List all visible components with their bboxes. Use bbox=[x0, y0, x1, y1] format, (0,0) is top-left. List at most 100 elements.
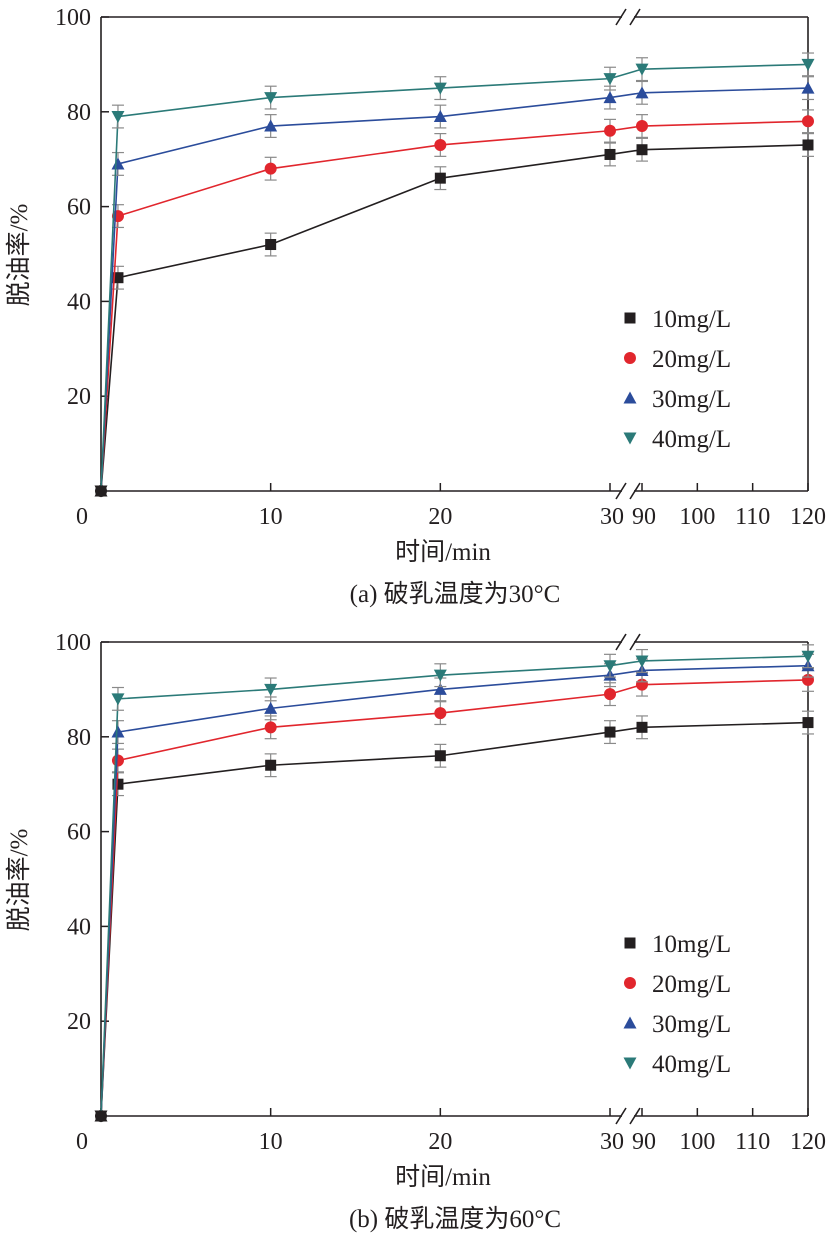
chart-a-series-4-point bbox=[801, 58, 815, 71]
chart-b-legend-marker-2 bbox=[624, 977, 636, 989]
chart-b-legend-marker-3 bbox=[623, 1016, 637, 1029]
chart-a-series-1-point bbox=[112, 272, 124, 284]
chart-b-series-1-point bbox=[802, 717, 814, 729]
chart-a-series-4-point bbox=[111, 111, 125, 124]
chart-b-series-4 bbox=[94, 644, 815, 1123]
chart-a-series-2-point bbox=[802, 115, 814, 128]
chart-b-series-3-point bbox=[111, 725, 125, 738]
chart-b-x-tick-label: 10 bbox=[259, 1129, 283, 1155]
chart-a-y-tick-label: 60 bbox=[67, 195, 91, 221]
chart-b-series-1-point bbox=[636, 721, 648, 733]
chart-a-axis-break-mark bbox=[615, 482, 627, 500]
chart-b-x-tick-label: 90 bbox=[632, 1129, 656, 1155]
chart-a-series-3-point bbox=[433, 110, 447, 123]
chart-b-legend-marker-4 bbox=[623, 1057, 637, 1070]
chart-a-x-axis-title: 时间/min bbox=[395, 538, 491, 566]
chart-b-x-tick-label: 100 bbox=[679, 1129, 715, 1155]
chart-a-series-4-point bbox=[94, 485, 108, 498]
chart-a-series-4-point bbox=[635, 63, 649, 76]
chart-a-series-2-point bbox=[434, 138, 447, 151]
chart-b-legend-label-3: 30mg/L bbox=[652, 1011, 731, 1038]
chart-a-axis-break-mark bbox=[629, 8, 641, 26]
chart-panel-a: 20 40 60 80 100 0 10 20 30 90 100 110 120 时间/min 脱油率/%… bbox=[0, 0, 834, 620]
chart-a-series-3-point bbox=[801, 81, 815, 94]
chart-b-x-axis-title: 时间/min bbox=[395, 1163, 491, 1191]
chart-a-series-4-point bbox=[264, 92, 278, 105]
chart-a-axis-break-mark bbox=[615, 8, 627, 26]
chart-b-series-2-point bbox=[264, 721, 277, 734]
chart-b-series-1-point bbox=[112, 778, 124, 790]
chart-a-legend-label-2: 20mg/L bbox=[652, 346, 731, 373]
chart-a-x-tick-label: 90 bbox=[632, 504, 656, 530]
chart-a-x-tick-label: 30 bbox=[600, 504, 624, 530]
chart-b-y-axis-title: 脱油率/% bbox=[5, 829, 33, 932]
chart-panel-b: 20 40 60 80 100 0 10 20 30 90 100 110 120 时间/min 脱油率/%… bbox=[0, 625, 834, 1245]
chart-a-x-tick-label: 10 bbox=[259, 504, 283, 530]
chart-b-legend-label-1: 10mg/L bbox=[652, 931, 731, 958]
chart-b-series-4-point bbox=[603, 660, 617, 673]
chart-a-legend-marker-3 bbox=[623, 391, 637, 404]
chart-b-y-tick-label: 80 bbox=[67, 725, 91, 751]
chart-a-legend-marker-4 bbox=[623, 432, 637, 445]
chart-a-series-4-point bbox=[433, 82, 447, 95]
chart-a-series-2-point bbox=[636, 120, 648, 133]
chart-b-caption: (b) 破乳温度为60°C bbox=[349, 1205, 561, 1233]
chart-a-y-tick-label: 40 bbox=[67, 289, 91, 315]
chart-a-axis-break-mark bbox=[629, 482, 641, 500]
chart-a-series-1-point bbox=[434, 172, 446, 184]
chart-b-axis-break-mark bbox=[629, 1107, 641, 1125]
chart-b-series-2-point bbox=[111, 754, 124, 767]
chart-a-legend-label-4: 40mg/L bbox=[652, 426, 731, 453]
chart-a-series-4 bbox=[94, 52, 815, 498]
chart-b-series-2-point bbox=[604, 688, 616, 701]
chart-b-x-tick-label: 110 bbox=[735, 1129, 770, 1155]
chart-b-series-1-point bbox=[434, 750, 446, 762]
chart-a-x-tick-label: 100 bbox=[679, 504, 715, 530]
chart-a-series-3-point bbox=[111, 157, 125, 170]
chart-a-series-3-point bbox=[635, 86, 649, 99]
chart-b-series-3-point bbox=[433, 682, 447, 695]
chart-a-series-3 bbox=[94, 76, 815, 497]
chart-b-series-4-point bbox=[94, 1110, 108, 1123]
chart-b-svg: 20 40 60 80 100 0 10 20 30 90 100 110 120 时间/min 脱油率/%… bbox=[5, 630, 826, 1233]
chart-a-series-1-point bbox=[802, 139, 814, 151]
chart-a-legend-label-3: 30mg/L bbox=[652, 386, 731, 413]
chart-b-legend-label-2: 20mg/L bbox=[652, 971, 731, 998]
chart-b-series-4-point bbox=[635, 655, 649, 668]
chart-b-series-1-point bbox=[265, 759, 277, 771]
chart-a-y-tick-label: 100 bbox=[55, 5, 91, 31]
chart-a-y-tick-label: 20 bbox=[67, 384, 91, 410]
chart-b-x-tick-label: 0 bbox=[76, 1129, 88, 1155]
chart-b-series-3-line bbox=[100, 664, 809, 1117]
chart-a-series-2-point bbox=[264, 162, 277, 175]
chart-b-y-tick-label: 60 bbox=[67, 820, 91, 846]
chart-a-series-4-point bbox=[603, 73, 617, 86]
chart-a-series-3-point bbox=[264, 119, 278, 132]
chart-b-x-tick-label: 30 bbox=[600, 1129, 624, 1155]
chart-a-series-1-point bbox=[636, 144, 648, 156]
chart-b-y-tick-label: 20 bbox=[67, 1009, 91, 1035]
chart-a-legend-label-1: 10mg/L bbox=[652, 306, 731, 333]
chart-a-x-tick-label: 0 bbox=[76, 504, 88, 530]
chart-b-axis-break-mark bbox=[629, 633, 641, 651]
chart-a-y-axis-title: 脱油率/% bbox=[5, 204, 33, 307]
chart-a-series-3-point bbox=[603, 91, 617, 104]
chart-a-x-tick-label: 120 bbox=[790, 504, 826, 530]
chart-a-series-2-point bbox=[604, 124, 616, 137]
chart-b-series-1-point bbox=[604, 726, 616, 738]
chart-a-series-1-point bbox=[604, 148, 616, 160]
chart-b-legend-marker-1 bbox=[624, 937, 636, 949]
chart-b-series-4-point bbox=[111, 693, 125, 706]
chart-b-y-tick-label: 40 bbox=[67, 914, 91, 940]
chart-a-svg: 20 40 60 80 100 0 10 20 30 90 100 110 120 时间/min 脱油率/%… bbox=[5, 5, 826, 608]
chart-b-series-4-point bbox=[264, 683, 278, 696]
chart-b-series-2-point bbox=[434, 707, 447, 720]
chart-b-legend-label-4: 40mg/L bbox=[652, 1051, 731, 1078]
chart-b-series-4-point bbox=[433, 669, 447, 682]
chart-a-legend-marker-2 bbox=[624, 352, 636, 364]
chart-b-axis-break-mark bbox=[615, 1107, 627, 1125]
chart-a-x-tick-label: 110 bbox=[735, 504, 770, 530]
chart-a-legend-marker-1 bbox=[624, 312, 636, 324]
chart-b-series-4-point bbox=[801, 650, 815, 663]
chart-b-axis-break-mark bbox=[615, 633, 627, 651]
